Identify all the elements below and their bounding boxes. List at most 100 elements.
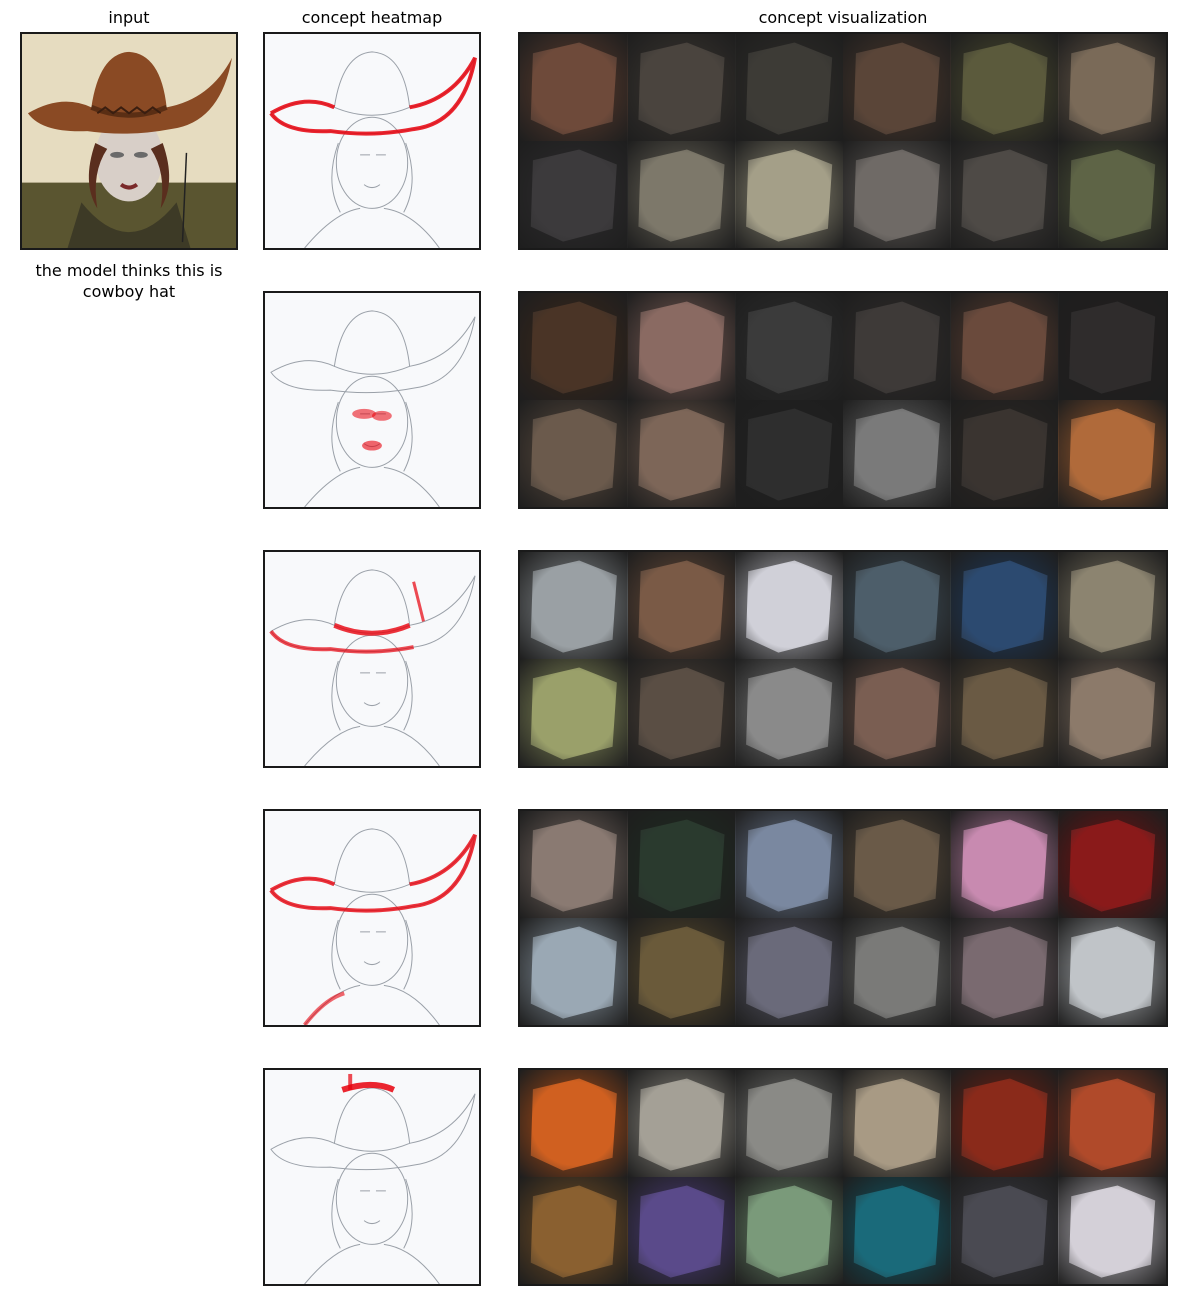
concept-example-tile (520, 400, 628, 507)
tile-mask-overlay (520, 1177, 628, 1284)
tile-mask-overlay (735, 293, 843, 400)
tile-mask-overlay (735, 918, 843, 1025)
tile-mask-overlay (735, 400, 843, 507)
tile-mask-overlay (627, 918, 736, 1025)
concept-example-tile (842, 552, 951, 659)
concept-example-tile (842, 811, 951, 918)
concept-example-tile (950, 811, 1059, 918)
tile-mask-overlay (520, 552, 628, 659)
tile-mask-overlay (1058, 141, 1166, 248)
tile-mask-overlay (627, 1177, 736, 1284)
concept-example-tile (735, 400, 843, 507)
concept-example-tile (950, 918, 1059, 1025)
edge-sketch-heatmap (269, 51, 477, 248)
concept-visualization-grid (518, 809, 1168, 1027)
concept-example-tile (842, 659, 951, 766)
concept-example-tile (627, 811, 736, 918)
tile-mask-overlay (520, 1070, 628, 1177)
prediction-caption: the model thinks this is cowboy hat (35, 261, 223, 301)
tile-mask-overlay (950, 141, 1059, 248)
heatmap-column-title: concept heatmap (301, 8, 443, 27)
tile-mask-overlay (1058, 293, 1166, 400)
concept-example-tile (1058, 1177, 1166, 1284)
tile-mask-overlay (1058, 34, 1166, 141)
concept-example-tile (842, 1177, 951, 1284)
tile-mask-overlay (842, 552, 951, 659)
tile-mask-overlay (735, 1070, 843, 1177)
concept-example-tile (950, 400, 1059, 507)
concept-example-tile (520, 811, 628, 918)
tile-mask-overlay (842, 1070, 951, 1177)
concept-example-tile (627, 400, 736, 507)
tile-mask-overlay (520, 293, 628, 400)
tile-mask-overlay (627, 293, 736, 400)
concept-example-tile (627, 141, 736, 248)
tile-mask-overlay (627, 1070, 736, 1177)
concept-example-tile (950, 1177, 1059, 1284)
tile-mask-overlay (842, 400, 951, 507)
concept-example-tile (842, 34, 951, 141)
tile-mask-overlay (950, 918, 1059, 1025)
tile-mask-overlay (1058, 1070, 1166, 1177)
tile-mask-overlay (520, 400, 628, 507)
concept-example-tile (627, 34, 736, 141)
tile-mask-overlay (735, 811, 843, 918)
tile-mask-overlay (1058, 811, 1166, 918)
tile-mask-overlay (735, 141, 843, 248)
mannequin-cowboy-hat-photo (22, 34, 236, 248)
concept-example-tile (627, 659, 736, 766)
concept-heatmap (263, 32, 481, 250)
concept-example-tile (950, 552, 1059, 659)
concept-example-tile (520, 141, 628, 248)
concept-example-tile (1058, 34, 1166, 141)
tile-mask-overlay (735, 1177, 843, 1284)
concept-example-tile (950, 1070, 1059, 1177)
tile-mask-overlay (735, 552, 843, 659)
concept-example-tile (1058, 293, 1166, 400)
tile-mask-overlay (950, 552, 1059, 659)
concept-example-tile (950, 659, 1059, 766)
concept-example-tile (520, 293, 628, 400)
concept-example-tile (520, 1070, 628, 1177)
tile-mask-overlay (842, 293, 951, 400)
concept-example-tile (735, 34, 843, 141)
concept-example-tile (1058, 811, 1166, 918)
tile-mask-overlay (627, 552, 736, 659)
concept-heatmap (263, 550, 481, 768)
edge-sketch-heatmap (269, 828, 477, 1025)
tile-mask-overlay (842, 918, 951, 1025)
concept-example-tile (627, 552, 736, 659)
concept-example-tile (1058, 400, 1166, 507)
tile-mask-overlay (520, 659, 628, 766)
tile-mask-overlay (1058, 552, 1166, 659)
concept-example-tile (627, 293, 736, 400)
tile-mask-overlay (1058, 1177, 1166, 1284)
concept-example-tile (520, 659, 628, 766)
concept-example-tile (735, 1070, 843, 1177)
concept-example-tile (842, 400, 951, 507)
concept-example-tile (1058, 918, 1166, 1025)
edge-sketch-heatmap (269, 569, 476, 766)
tile-mask-overlay (627, 34, 736, 141)
concept-example-tile (950, 141, 1059, 248)
tile-mask-overlay (950, 659, 1059, 766)
concept-example-tile (842, 1070, 951, 1177)
concept-example-tile (842, 141, 951, 248)
edge-sketch-heatmap (270, 1073, 476, 1284)
concept-example-tile (520, 918, 628, 1025)
tile-mask-overlay (842, 1177, 951, 1284)
tile-mask-overlay (842, 811, 951, 918)
concept-example-tile (950, 34, 1059, 141)
tile-mask-overlay (950, 293, 1059, 400)
tile-mask-overlay (950, 34, 1059, 141)
concept-example-tile (735, 659, 843, 766)
concept-example-tile (520, 34, 628, 141)
concept-example-tile (1058, 659, 1166, 766)
tile-mask-overlay (950, 1070, 1059, 1177)
concept-visualization-grid (518, 1068, 1168, 1286)
concept-example-tile (950, 293, 1059, 400)
concept-example-tile (842, 293, 951, 400)
concept-example-tile (735, 811, 843, 918)
tile-mask-overlay (520, 918, 628, 1025)
concept-example-tile (735, 293, 843, 400)
